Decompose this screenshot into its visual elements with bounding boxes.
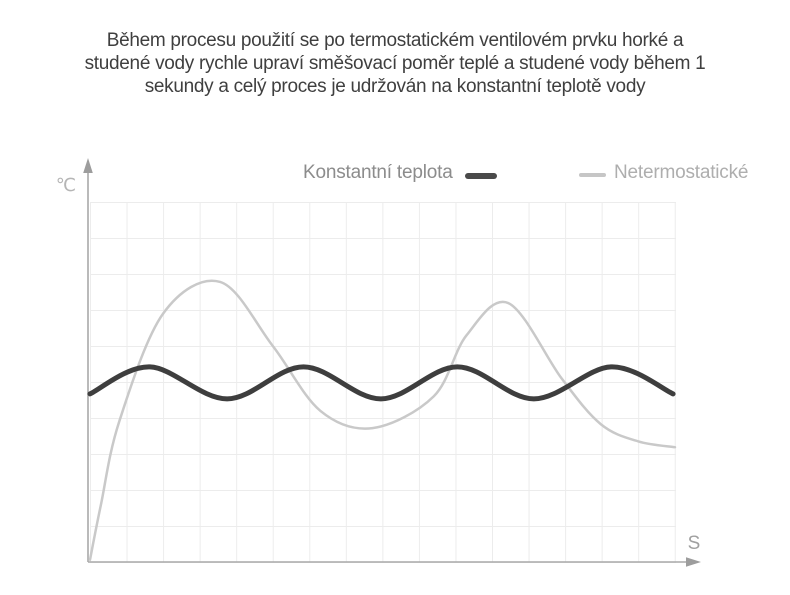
x-axis-arrow-icon [686, 557, 701, 567]
legend-label-nonthermostatic: Netermostatické [614, 162, 749, 183]
legend-item-constant: Konstantní teplota [303, 161, 497, 185]
title-line-2: studené vody rychle upraví směšovací pom… [84, 53, 706, 74]
x-axis-label: S [688, 533, 701, 554]
title-line-1: Během procesu použití se po termostatick… [106, 30, 684, 51]
title-block: Během procesu použití se po termostatick… [0, 29, 790, 98]
legend-item-nonthermostatic: Netermostatické [579, 161, 748, 185]
constant-temp-curve [87, 364, 676, 402]
legend-swatch-constant-line-icon [464, 173, 497, 179]
title-line-3: sekundy a celý proces je udržován na kon… [144, 76, 646, 97]
y-axis-arrow-icon [83, 158, 93, 173]
legend-label-constant: Konstantní teplota [303, 162, 453, 183]
non-thermostatic-curve [88, 279, 677, 562]
legend-swatch-nonthermostatic-line-icon [579, 173, 606, 177]
y-axis-label: ℃ [56, 175, 76, 195]
